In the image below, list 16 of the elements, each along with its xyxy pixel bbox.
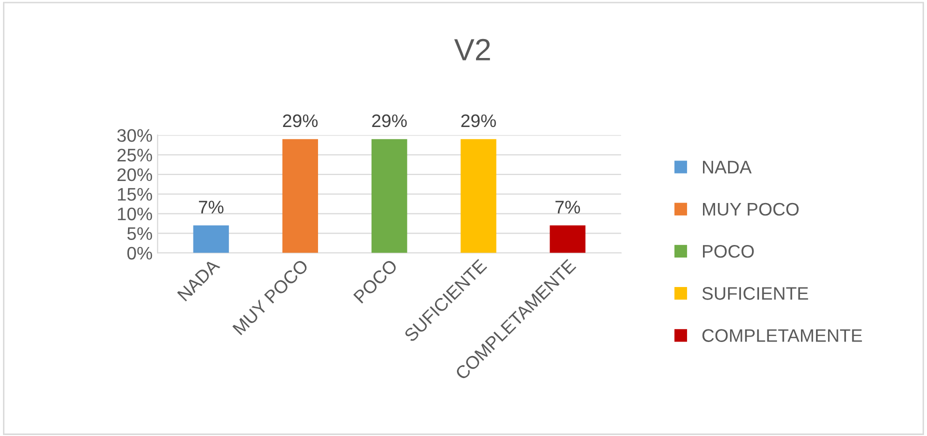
legend-label: POCO [702,244,754,258]
data-label: 29% [372,114,407,128]
chart-title: V2 [454,38,490,60]
y-tick-label: 10% [118,208,152,220]
data-label: 29% [461,114,496,128]
data-label: 7% [555,200,580,214]
legend-label: NADA [702,160,752,174]
y-tick-label: 15% [118,188,152,201]
y-tick-label: 20% [118,168,152,182]
data-label: 29% [283,114,318,128]
data-label: 7% [198,200,224,214]
y-tick-label: 5% [127,227,152,240]
y-tick-label: 25% [118,148,152,162]
y-tick-label: 0% [127,246,152,260]
legend-label: MUY POCO [702,202,799,216]
y-tick-label: 30% [117,129,152,142]
